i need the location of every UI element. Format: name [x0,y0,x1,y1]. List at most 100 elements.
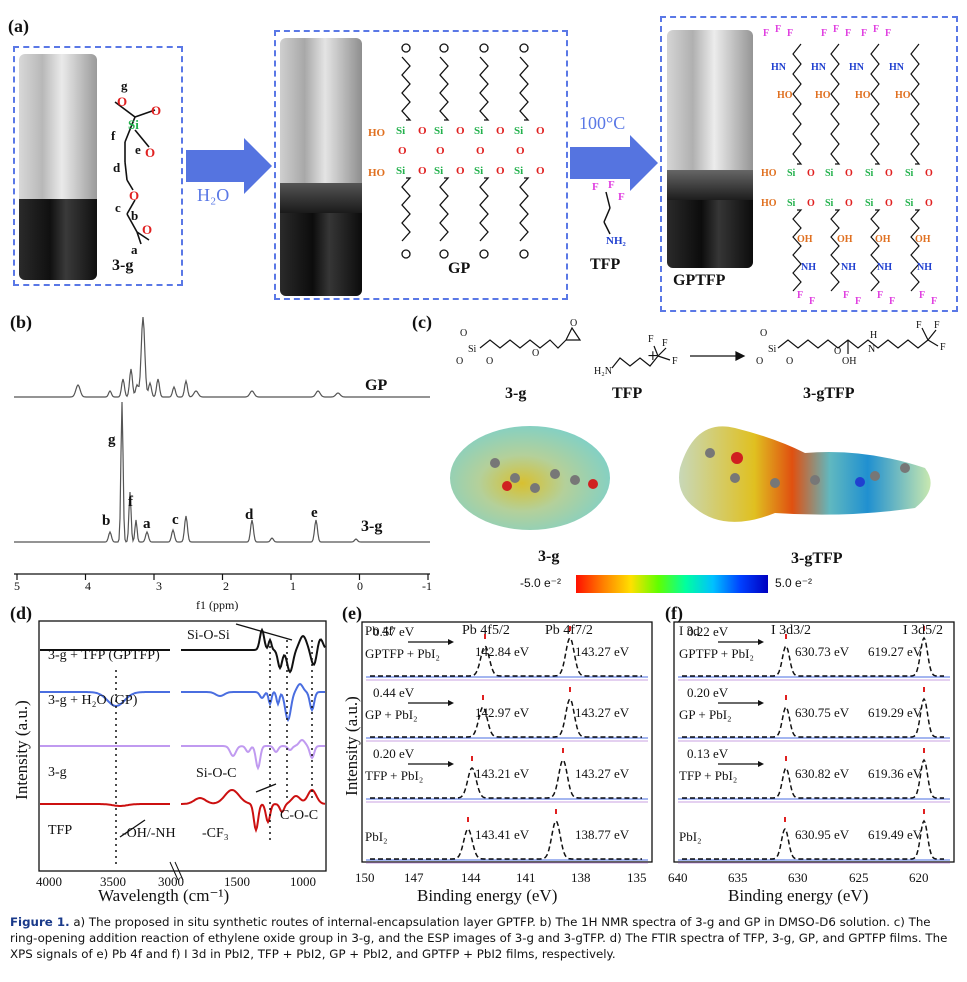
esp-color-scale [576,575,768,593]
svg-text:Si: Si [905,198,914,209]
xps-row-label: GP + PbI₂ [679,707,732,722]
svg-text:O: O [142,222,152,237]
svg-text:HN: HN [771,62,787,73]
plus-sign: + [647,348,659,364]
reaction-arrow-1 [186,138,272,194]
panel-d-label: (d) [10,603,32,623]
svg-text:F: F [873,24,879,35]
svg-text:HO: HO [855,90,871,101]
nmr-trace-3g [14,401,430,544]
vial-gptfp-photo [667,30,753,268]
esp-3g [450,426,610,530]
nmr-peak-e: e [311,505,318,521]
svg-text:O: O [436,145,445,157]
svg-text:O: O [496,165,505,177]
xps-row-value1: 142.84 eV [475,644,530,659]
svg-text:O: O [496,125,505,137]
svg-text:O: O [760,328,767,339]
nmr-peak-a: a [143,516,151,532]
svg-text:F: F [855,296,861,306]
svg-text:Si: Si [514,165,523,177]
svg-text:O: O [807,168,815,179]
svg-text:O: O [418,165,427,177]
svg-text:b: b [131,208,138,223]
esp-scale-min: -5.0 e⁻² [520,576,562,590]
xps-trace [370,819,642,860]
vial-gp-photo [280,38,362,296]
svg-text:O: O [456,165,465,177]
xps-row-shift: 0.13 eV [687,746,729,761]
svg-text:O: O [845,198,853,209]
reaction-arrow-2 [570,135,658,191]
svg-text:a: a [131,242,138,257]
svg-text:F: F [931,296,937,306]
svg-text:F: F [797,290,803,301]
nmr-peak-g: g [108,432,116,448]
svg-text:F: F [940,342,946,353]
svg-text:F: F [833,24,839,35]
svg-text:O: O [460,328,467,339]
svg-text:Si: Si [865,168,874,179]
svg-text:O: O [117,94,127,109]
xps-row-shift: 0.57 eV [373,624,415,639]
svg-text:O: O [536,165,545,177]
panel-a-label: (a) [8,16,29,36]
structure-tfp: F F F NH₂ [592,179,627,247]
svg-text:O: O [536,125,545,137]
esp-images [450,426,931,530]
svg-text:O: O [418,125,427,137]
svg-text:F: F [843,290,849,301]
xps-f-title: I 3d [679,623,700,638]
svg-text:Si: Si [905,168,914,179]
xps-row-shift: 0.22 eV [687,624,729,639]
ftir-tick-labels: 4000 3500 3000 1500 1000 [36,874,316,889]
svg-text:O: O [756,356,763,367]
svg-text:O: O [885,198,893,209]
xps-row-label: TFP + PbI₂ [679,768,738,783]
compound-gp-label: GP [448,260,471,277]
xps-trace [370,697,642,738]
svg-text:F: F [885,28,891,39]
structure-gp: HO HO Si Si Si Si Si Si Si Si O O O O O … [368,43,545,259]
svg-text:O: O [145,145,155,160]
arrow1-label: H₂O [197,185,230,205]
xps-f-peak1: I 3d3/2 [771,623,812,638]
vial-3g-photo [19,54,97,280]
xps-trace [370,636,642,677]
svg-text:F: F [672,356,678,367]
svg-text:Si: Si [474,125,483,137]
svg-text:H₂N: H₂N [594,366,612,377]
nmr-label-3g: 3-g [361,518,383,535]
xps-row-shift: 0.20 eV [373,746,415,761]
svg-text:f: f [111,128,116,143]
svg-text:Si: Si [787,168,796,179]
nmr-peak-c: c [172,512,179,528]
svg-text:F: F [662,338,668,349]
svg-text:OH: OH [842,356,856,367]
ftir-chart [38,620,327,881]
xps-row-label: PbI₂ [365,829,388,844]
svg-text:Si: Si [434,165,443,177]
svg-text:F: F [877,290,883,301]
esp-scale-max: 5.0 e⁻² [775,576,813,590]
svg-text:Si: Si [434,125,443,137]
nmr-peak-f: f [128,494,133,510]
xps-row-label: GPTFP + PbI₂ [365,646,440,661]
svg-text:O: O [476,145,485,157]
svg-text:OH: OH [837,234,853,245]
svg-text:HO: HO [761,198,777,209]
svg-text:N: N [868,344,875,355]
svg-text:HO: HO [368,167,386,179]
svg-text:F: F [618,191,625,203]
svg-text:NH: NH [917,262,932,273]
reagent-tfp-label: TFP [590,256,621,273]
nmr-peak-d: d [245,507,254,523]
svg-text:F: F [845,28,851,39]
svg-text:NH: NH [841,262,856,273]
svg-text:OH: OH [875,234,891,245]
svg-text:O: O [129,188,139,203]
xps-row-value2: 143.27 eV [575,644,630,659]
svg-text:OH: OH [915,234,931,245]
panel-c-label: (c) [412,312,432,332]
